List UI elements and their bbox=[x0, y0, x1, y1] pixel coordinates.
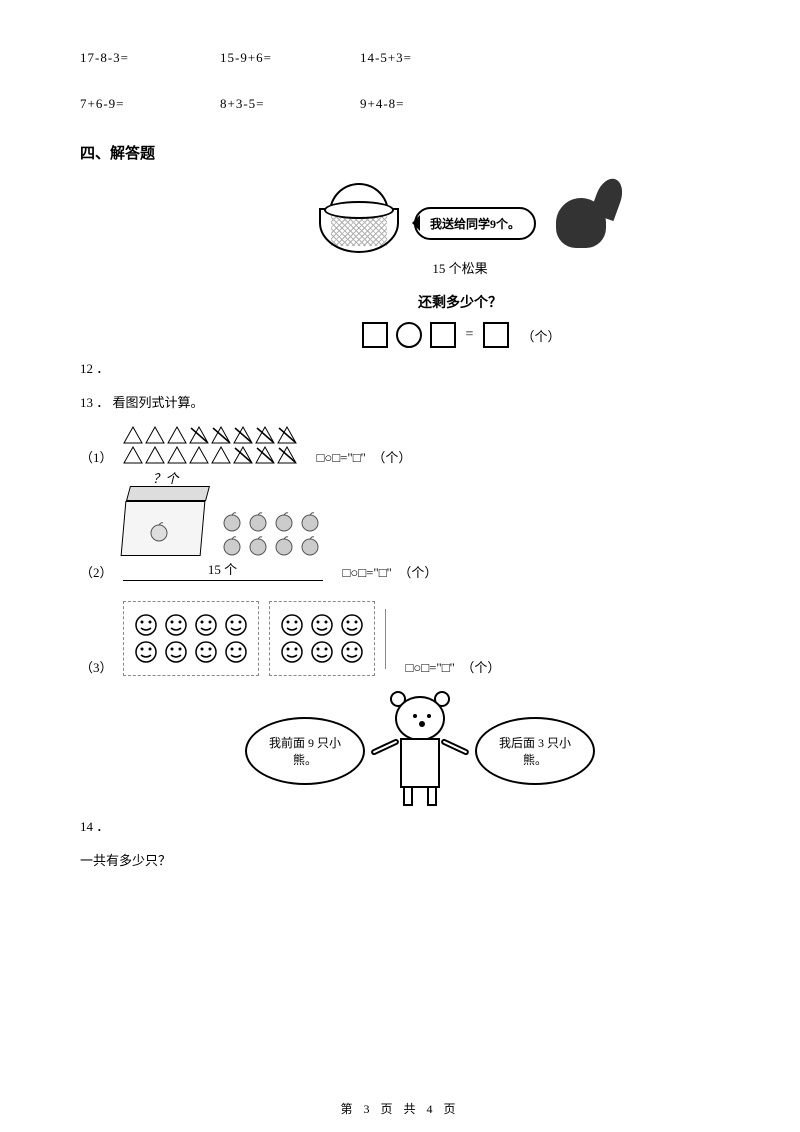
divider-line bbox=[385, 609, 386, 669]
equation: 8+3-5= bbox=[220, 96, 300, 112]
answer-box[interactable] bbox=[483, 322, 509, 348]
apple-icon bbox=[273, 510, 295, 532]
apple-icon bbox=[247, 534, 269, 556]
triangle-icon bbox=[167, 446, 187, 464]
smiley-icon bbox=[194, 613, 218, 637]
triangle-crossed-icon bbox=[233, 426, 253, 444]
bear-icon bbox=[375, 696, 465, 806]
basket-caption: 15 个松果 bbox=[200, 258, 720, 277]
apple-icon bbox=[273, 534, 295, 556]
basket-icon bbox=[314, 193, 404, 253]
smiley-figure bbox=[123, 601, 386, 676]
smiley-icon bbox=[280, 640, 304, 664]
smiley-icon bbox=[224, 640, 248, 664]
sub-label: （2） bbox=[80, 562, 113, 581]
triangle-figure bbox=[123, 426, 297, 466]
apple-icon bbox=[247, 510, 269, 532]
triangle-crossed-icon bbox=[211, 426, 231, 444]
triangle-icon bbox=[189, 446, 209, 464]
smiley-icon bbox=[134, 613, 158, 637]
smiley-icon bbox=[310, 640, 334, 664]
question-14-figure: 我前面 9 只小熊。 我后面 3 只小熊。 bbox=[120, 696, 720, 806]
question-text: 还剩多少个？ bbox=[200, 292, 720, 312]
squirrel-icon bbox=[556, 198, 606, 248]
formula: □○□="□" （个） bbox=[343, 562, 438, 581]
triangle-icon bbox=[123, 426, 143, 444]
subquestion-2: （2） ？个 15 个 □○□="□" （个） bbox=[80, 486, 720, 581]
speech-bubble-left: 我前面 9 只小熊。 bbox=[245, 717, 365, 785]
triangle-icon bbox=[145, 426, 165, 444]
apple-icon bbox=[299, 510, 321, 532]
speech-bubble-right: 我后面 3 只小熊。 bbox=[475, 717, 595, 785]
smiley-icon bbox=[310, 613, 334, 637]
smiley-icon bbox=[280, 613, 304, 637]
equation: 15-9+6= bbox=[220, 50, 300, 66]
sub-label: （1） bbox=[80, 447, 113, 466]
total-label: 15 个 bbox=[123, 559, 323, 581]
triangle-icon bbox=[145, 446, 165, 464]
speech-bubble: 我送给同学9个。 bbox=[414, 207, 536, 240]
page-footer: 第 3 页 共 4 页 bbox=[0, 1100, 800, 1117]
equation: 7+6-9= bbox=[80, 96, 160, 112]
question-number: 14 ． bbox=[80, 816, 720, 835]
formula: □○□="□" （个） bbox=[317, 447, 412, 466]
smiley-icon bbox=[164, 613, 188, 637]
equation-boxes: = （个） bbox=[200, 322, 720, 348]
equals-sign: = bbox=[466, 327, 474, 343]
apple-icon bbox=[148, 520, 170, 542]
triangle-crossed-icon bbox=[277, 426, 297, 444]
triangle-icon bbox=[167, 426, 187, 444]
smiley-group-left bbox=[123, 601, 259, 676]
question-text: 一共有多少只？ bbox=[80, 850, 720, 869]
apple-icon bbox=[221, 534, 243, 556]
smiley-group-right bbox=[269, 601, 375, 676]
box-apples-figure: ？个 15 个 bbox=[123, 486, 323, 581]
apple-icon bbox=[221, 510, 243, 532]
equation-row-1: 17-8-3= 15-9+6= 14-5+3= bbox=[80, 50, 720, 66]
smiley-icon bbox=[134, 640, 158, 664]
unit-label: （个） bbox=[521, 326, 560, 345]
section-title: 四、解答题 bbox=[80, 142, 720, 163]
triangle-crossed-icon bbox=[277, 446, 297, 464]
question-number: 13 ． 看图列式计算。 bbox=[80, 392, 720, 411]
equation: 14-5+3= bbox=[360, 50, 440, 66]
operator-circle[interactable] bbox=[396, 322, 422, 348]
triangle-icon bbox=[123, 446, 143, 464]
equation-row-2: 7+6-9= 8+3-5= 9+4-8= bbox=[80, 96, 720, 112]
triangle-crossed-icon bbox=[233, 446, 253, 464]
smiley-icon bbox=[224, 613, 248, 637]
subquestion-1: （1） □○□="□" （个） bbox=[80, 426, 720, 466]
question-12-figure: 我送给同学9个。 15 个松果 还剩多少个？ = （个） bbox=[200, 193, 720, 348]
smiley-icon bbox=[340, 613, 364, 637]
answer-box[interactable] bbox=[362, 322, 388, 348]
sub-label: （3） bbox=[80, 657, 113, 676]
subquestion-3: （3） □○□="□" （个） bbox=[80, 601, 720, 676]
triangle-icon bbox=[211, 446, 231, 464]
triangle-crossed-icon bbox=[255, 446, 275, 464]
equation: 9+4-8= bbox=[360, 96, 440, 112]
triangle-crossed-icon bbox=[189, 426, 209, 444]
question-number: 12 ． bbox=[80, 358, 720, 377]
smiley-icon bbox=[340, 640, 364, 664]
apple-icon bbox=[299, 534, 321, 556]
mystery-box-icon: ？个 bbox=[123, 486, 213, 556]
smiley-icon bbox=[194, 640, 218, 664]
answer-box[interactable] bbox=[430, 322, 456, 348]
smiley-icon bbox=[164, 640, 188, 664]
formula: □○□="□" （个） bbox=[406, 657, 501, 676]
triangle-crossed-icon bbox=[255, 426, 275, 444]
equation: 17-8-3= bbox=[80, 50, 160, 66]
